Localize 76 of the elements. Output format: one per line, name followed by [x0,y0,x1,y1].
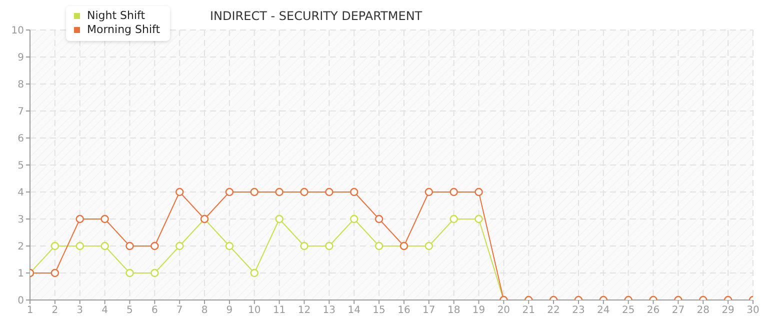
x-tick-label: 22 [547,305,560,316]
point [225,242,234,250]
point [325,188,334,196]
legend-label: Morning Shift [87,23,160,37]
point [100,242,109,250]
point [474,188,483,196]
x-tick-label: 7 [176,305,183,316]
point [450,214,458,224]
y-tick-label: 7 [18,106,24,118]
point [250,188,258,196]
x-tick-label: 28 [696,305,710,316]
point [300,188,308,196]
x-tick-label: 8 [201,305,208,316]
x-tick-label: 11 [272,305,286,316]
x-tick-label: 15 [372,305,386,316]
x-tick-label: 1 [26,305,34,316]
point [100,214,109,224]
point [374,242,384,250]
point [350,214,358,224]
point [175,188,184,196]
point [300,242,308,250]
x-tick-label: 17 [422,305,436,316]
x-tick-label: 6 [151,305,158,316]
y-tick-label: 6 [18,134,24,145]
x-tick-label: 27 [672,305,685,316]
x-tick-label: 10 [248,305,261,316]
point [450,188,458,196]
x-tick-label: 26 [646,305,660,316]
point [325,242,334,250]
x-tick-label: 21 [522,305,535,316]
point [50,242,60,250]
x-tick-label: 14 [348,305,360,316]
chart-title: INDIRECT - SECURITY DEPARTMENT [210,9,422,23]
point [275,188,284,196]
x-tick-label: 12 [298,305,311,316]
x-tick-label: 19 [472,305,486,316]
y-tick-label: 1 [18,268,24,280]
x-tick-label: 18 [447,305,460,316]
x-tick-label: 25 [622,305,635,316]
point [250,268,258,278]
point [424,188,433,196]
x-tick-label: 29 [722,305,734,316]
y-tick-label: 5 [18,160,24,172]
x-tick-label: 24 [597,305,610,316]
point [424,242,433,250]
x-tick-label: 20 [497,305,510,316]
x-tick-label: 2 [52,305,58,316]
y-tick-label: 10 [11,26,24,37]
y-tick-label: 4 [18,188,24,199]
y-tick-label: 8 [18,80,24,91]
x-tick-label: 9 [226,305,233,316]
point [50,268,60,278]
point [126,268,134,278]
point [350,188,358,196]
x-tick-label: 30 [746,305,760,316]
point [150,268,159,278]
x-tick-label: 5 [126,305,133,316]
legend-label: Night Shift [87,9,146,23]
point [374,214,384,224]
y-tick-label: 3 [18,214,24,226]
point [275,214,284,224]
y-tick-label: 9 [18,52,24,64]
point [150,242,159,250]
point [76,214,84,224]
point [126,242,134,250]
x-tick-label: 16 [398,305,410,316]
x-tick-label: 3 [76,305,84,316]
point [225,188,234,196]
x-tick-label: 23 [572,305,585,316]
x-tick-label: 13 [322,305,336,316]
point [76,242,84,250]
y-tick-label: 0 [18,296,24,307]
point [474,214,483,224]
point [175,242,184,250]
x-tick-label: 4 [102,305,108,316]
y-tick-label: 2 [18,242,24,253]
